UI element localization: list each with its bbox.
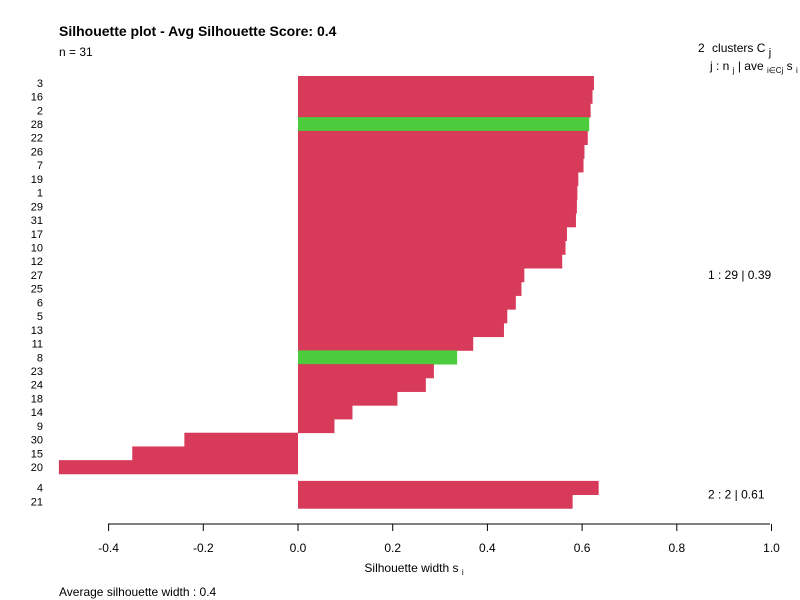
x-axis-label: Silhouette width s i [364, 561, 463, 577]
row-label-23: 23 [31, 366, 43, 378]
x-tick-label: -0.2 [193, 541, 214, 555]
legend-j-text: j : n [709, 59, 729, 73]
x-tick-label: 0.8 [668, 541, 685, 555]
x-tick-label: 1.0 [763, 541, 780, 555]
row-label-17: 17 [31, 229, 43, 241]
silhouette-bar-30 [184, 432, 298, 447]
row-label-25: 25 [31, 284, 43, 296]
row-label-16: 16 [31, 92, 43, 104]
row-label-11: 11 [32, 339, 43, 351]
silhouette-bar-12 [298, 254, 563, 269]
legend-ave-sub: i∈Cj [767, 66, 784, 75]
silhouette-bar-27 [298, 268, 525, 283]
bars-layer [58, 76, 599, 509]
row-label-5: 5 [37, 311, 43, 323]
row-label-30: 30 [31, 435, 43, 447]
silhouette-bar-13 [298, 322, 504, 338]
silhouette-bar-2 [298, 103, 591, 118]
legend-header: 2 clusters C j j : n j | ave i∈Cj s i [698, 41, 798, 76]
row-label-27: 27 [31, 270, 43, 282]
silhouette-bar-31 [298, 213, 576, 228]
legend-clusters-text: clusters C [712, 41, 766, 55]
footer-average: Average silhouette width : 0.4 [59, 585, 217, 599]
row-label-26: 26 [31, 146, 43, 158]
silhouette-bar-3 [298, 76, 594, 91]
legend-ave-text: | ave [738, 59, 764, 73]
row-label-18: 18 [31, 393, 43, 405]
row-label-20: 20 [31, 462, 43, 474]
svg-text:j : n j | ave: j : n j | ave i∈Cj s i [709, 59, 798, 76]
silhouette-bar-11 [298, 336, 474, 351]
silhouette-bar-14 [298, 405, 353, 420]
silhouette-bar-21 [298, 494, 573, 509]
silhouette-bar-19 [298, 172, 579, 187]
row-label-6: 6 [37, 297, 43, 309]
row-label-29: 29 [31, 201, 43, 213]
silhouette-bar-17 [298, 226, 567, 242]
silhouette-bar-25 [298, 281, 522, 296]
row-label-3: 3 [37, 78, 43, 90]
x-tick-label: 0.4 [479, 541, 496, 555]
silhouette-bar-22 [298, 130, 588, 145]
silhouette-bar-16 [298, 89, 593, 104]
chart-subtitle: n = 31 [59, 45, 93, 59]
row-label-24: 24 [31, 380, 43, 392]
silhouette-bar-20 [58, 460, 298, 475]
x-axis-label-sub: i [462, 568, 464, 577]
silhouette-bar-10 [298, 240, 566, 255]
silhouette-bar-8 [298, 350, 458, 365]
row-label-19: 19 [31, 174, 43, 186]
row-label-22: 22 [31, 133, 43, 145]
row-label-9: 9 [37, 421, 43, 433]
silhouette-bar-26 [298, 144, 585, 159]
silhouette-bar-5 [298, 309, 508, 324]
row-label-14: 14 [31, 407, 43, 419]
silhouette-bar-23 [298, 364, 434, 379]
silhouette-bar-29 [298, 199, 577, 214]
row-label-21: 21 [31, 496, 43, 508]
x-axis: -0.4 -0.2 0.0 0.2 0.4 0.6 0.8 1.0 [98, 523, 780, 555]
row-label-28: 28 [31, 119, 43, 131]
silhouette-bar-7 [298, 158, 584, 173]
x-tick-label: -0.4 [98, 541, 119, 555]
legend-j-sub: j [732, 66, 735, 75]
silhouette-bar-28 [298, 117, 590, 132]
row-label-13: 13 [31, 325, 43, 337]
row-label-8: 8 [37, 352, 43, 364]
cluster-labels-layer: 1 : 29 | 0.39 2 : 2 | 0.61 [708, 268, 771, 502]
svg-text:2 clusters C j: 2 clusters C j [698, 41, 771, 59]
x-tick-label: 0.2 [384, 541, 401, 555]
x-tick-label: 0.0 [290, 541, 307, 555]
row-label-4: 4 [37, 483, 43, 495]
row-label-2: 2 [37, 105, 43, 117]
silhouette-bar-18 [298, 391, 398, 406]
chart-title: Silhouette plot - Avg Silhouette Score: … [59, 23, 337, 39]
silhouette-bar-24 [298, 377, 426, 392]
legend-s-text: s [787, 59, 793, 73]
cluster-label-1: 1 : 29 | 0.39 [708, 268, 771, 282]
row-label-31: 31 [31, 215, 43, 227]
row-label-10: 10 [31, 243, 43, 255]
x-tick-label: 0.6 [574, 541, 591, 555]
row-label-12: 12 [31, 256, 43, 268]
silhouette-bar-9 [298, 419, 335, 434]
x-ticks-layer: -0.4 -0.2 0.0 0.2 0.4 0.6 0.8 1.0 [98, 524, 780, 555]
legend-s-sub: i [796, 66, 798, 75]
row-label-15: 15 [31, 448, 43, 460]
silhouette-bar-15 [132, 446, 298, 461]
row-label-1: 1 [37, 188, 43, 200]
row-label-7: 7 [37, 160, 43, 172]
silhouette-bar-1 [298, 185, 578, 200]
x-axis-label-main: Silhouette width s [364, 561, 458, 575]
legend-clusters-sub: j [768, 47, 771, 59]
silhouette-bar-4 [298, 480, 599, 495]
silhouette-bar-6 [298, 295, 516, 310]
row-labels-layer: 3162282226719129311710122725651311823241… [31, 78, 43, 509]
cluster-label-2: 2 : 2 | 0.61 [708, 488, 765, 502]
legend-cluster-count: 2 [698, 41, 705, 55]
